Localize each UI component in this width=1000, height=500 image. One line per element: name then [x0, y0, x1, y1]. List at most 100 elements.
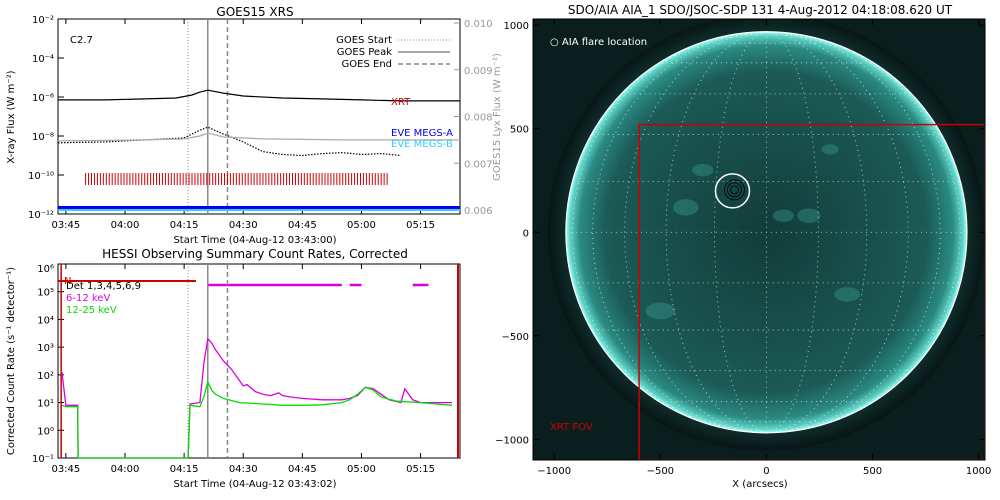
hessi-x-tick-label: 04:45 — [288, 464, 317, 475]
hessi-y-tick-label: 10¹ — [37, 399, 54, 410]
goes-y-right-tick-label: 0.007 — [464, 159, 493, 170]
aia-grid-longitude — [714, 31, 767, 434]
goes-series-1 — [57, 126, 401, 157]
hessi-x-tick-label: 05:00 — [347, 464, 376, 475]
aia-active-region-5 — [692, 163, 714, 177]
goes-legend-start: GOES Start — [336, 35, 392, 46]
goes-y-right-tick-label: 0.010 — [464, 19, 493, 30]
goes-flare-class: C2.7 — [70, 35, 93, 46]
aia-x-tick-label: 0 — [763, 466, 769, 477]
goes-y-tick-label: 10⁻¹⁰ — [28, 171, 54, 182]
aia-xrt-fov-box — [638, 123, 985, 460]
aia-flare-circle — [714, 173, 751, 209]
goes-title: GOES15 XRS — [216, 5, 293, 19]
goes-ylabel: X-ray Flux (W m⁻²) — [6, 70, 17, 163]
aia-active-region-4 — [834, 287, 860, 302]
goes-label-megs-b: EVE MEGS-B — [391, 139, 453, 150]
aia-x-tick-label: −1000 — [537, 466, 571, 477]
hessi-ylabel: Corrected Count Rate (s⁻¹ detector⁻¹) — [6, 267, 17, 455]
goes-legend: GOES Start GOES Peak GOES End — [336, 35, 450, 70]
goes-ylabel-right: GOES15 Lyx Flux (W m⁻²) — [492, 53, 503, 181]
aia-limb-circle — [565, 31, 968, 434]
goes-x-tick-label: 03:45 — [51, 220, 80, 231]
hessi-y-tick-label: 10⁻¹ — [32, 454, 54, 465]
goes-y-tick-label: 10⁻¹² — [28, 210, 54, 221]
goes-legend-end: GOES End — [342, 59, 392, 70]
hessi-title: HESSI Observing Summary Count Rates, Cor… — [102, 247, 408, 261]
hessi-xlabel: Start Time (04-Aug-12 03:43:02) — [173, 479, 336, 490]
goes-y-tick-label: 10⁻⁴ — [32, 54, 54, 65]
goes-megs-a-bar — [58, 206, 460, 209]
goes-x-tick-label: 04:15 — [170, 220, 199, 231]
hessi-night-flag: N — [64, 276, 71, 287]
hessi-marks: 03:45 04:00 04:15 04:30 04:45 05:00 05:15 10⁵ 10… — [32, 264, 459, 475]
aia-y-tick-label: 1000 — [504, 21, 529, 32]
hessi-plot-frame — [57, 263, 461, 459]
hessi-series-1 — [61, 379, 453, 459]
aia-x-tick-label: −500 — [647, 466, 674, 477]
aia-active-region-6 — [821, 144, 839, 155]
aia-grid-longitude — [766, 31, 819, 434]
goes-x-tick-label: 04:30 — [229, 220, 258, 231]
aia-grid-longitude — [624, 31, 767, 434]
aia-grid-longitude — [592, 31, 767, 434]
goes-y-tick-label: 10⁻² — [32, 15, 54, 26]
aia-grid-longitude — [766, 31, 941, 434]
goes-y-right-tick-label: 0.009 — [464, 66, 493, 77]
hessi-y-tick-label: 10² — [37, 371, 54, 382]
aia-xrt-fov-label: XRT FOV — [550, 422, 593, 433]
hessi-legend-det: Det 1,3,4,5,6,9 — [66, 281, 141, 292]
aia-flare-contour-1 — [727, 182, 742, 198]
hessi-y-tick-label: 10⁰ — [37, 426, 54, 437]
aia-y-tick-label: −500 — [502, 332, 529, 343]
hessi-y-tick-label: 10⁴ — [37, 315, 54, 326]
hessi-panel: HESSI Observing Summary Count Rates, Cor… — [6, 247, 461, 490]
aia-frame — [532, 18, 986, 461]
hessi-x-tick-label: 05:15 — [406, 464, 435, 475]
goes-y-right-tick-label: 0.006 — [464, 206, 493, 217]
aia-xlabel: X (arcsecs) — [732, 479, 788, 490]
hessi-x-tick-label: 04:00 — [111, 464, 140, 475]
aia-title: SDO/AIA AIA_1 SDO/JSOC-SDP 131 4-Aug-201… — [568, 3, 953, 17]
aia-x-tick-label: 1000 — [966, 466, 991, 477]
aia-active-region-2 — [797, 208, 821, 223]
aia-panel: SDO/AIA AIA_1 SDO/JSOC-SDP 131 4-Aug-201… — [532, 3, 986, 490]
hessi-x-tick-label: 04:15 — [170, 464, 199, 475]
aia-grid-longitude — [766, 31, 909, 434]
aia-flare-location-label: ○ AIA flare location — [550, 37, 647, 48]
hessi-y-tick-label: 10⁵ — [37, 288, 54, 299]
goes-legend-peak: GOES Peak — [337, 47, 392, 58]
aia-flare-contour-0 — [730, 185, 739, 195]
hessi-legend-low: 6-12 keV — [66, 293, 110, 304]
goes-x-tick-label: 04:45 — [288, 220, 317, 231]
hessi-series-0 — [61, 337, 453, 459]
goes-x-tick-label: 05:00 — [347, 220, 376, 231]
aia-active-region-1 — [772, 209, 795, 222]
goes-series-2 — [57, 132, 460, 142]
goes-x-tick-label: 04:00 — [111, 220, 140, 231]
hessi-y-top-label: 10⁶ — [37, 264, 54, 275]
goes-y-tick-label: 10⁻⁶ — [32, 93, 54, 104]
goes-xlabel: Start Time (04-Aug-12 03:43:00) — [173, 235, 336, 246]
goes-y-tick-label: 10⁻⁸ — [32, 132, 54, 143]
hessi-x-tick-label: 03:45 — [51, 464, 80, 475]
aia-active-region-3 — [645, 302, 676, 320]
hessi-y-tick-label: 10³ — [37, 343, 54, 354]
goes-series-0 — [58, 89, 460, 102]
aia-y-tick-label: −1000 — [495, 435, 529, 446]
goes-megs-b-bar — [58, 209, 460, 211]
hessi-legend-high: 12-25 keV — [66, 305, 117, 316]
aia-y-tick-label: 0 — [523, 228, 529, 239]
goes-panel: GOES15 XRS 03:45 04:00 04:15 04:30 04:45 05:0… — [6, 5, 503, 246]
aia-flare-contour-2 — [724, 179, 745, 201]
hessi-x-tick-label: 04:30 — [229, 464, 258, 475]
goes-label-xrt: XRT — [391, 97, 411, 108]
aia-active-region-0 — [673, 199, 699, 216]
aia-x-tick-label: 500 — [863, 466, 882, 477]
aia-marks — [547, 19, 985, 460]
goes-y-right-tick-label: 0.008 — [464, 113, 493, 124]
goes-marks: 03:45 04:00 04:15 04:30 04:45 05:00 05:15 10⁻² 1… — [28, 15, 493, 231]
goes-x-tick-label: 05:15 — [406, 220, 435, 231]
goes-label-megs-a: EVE MEGS-A — [391, 128, 453, 139]
